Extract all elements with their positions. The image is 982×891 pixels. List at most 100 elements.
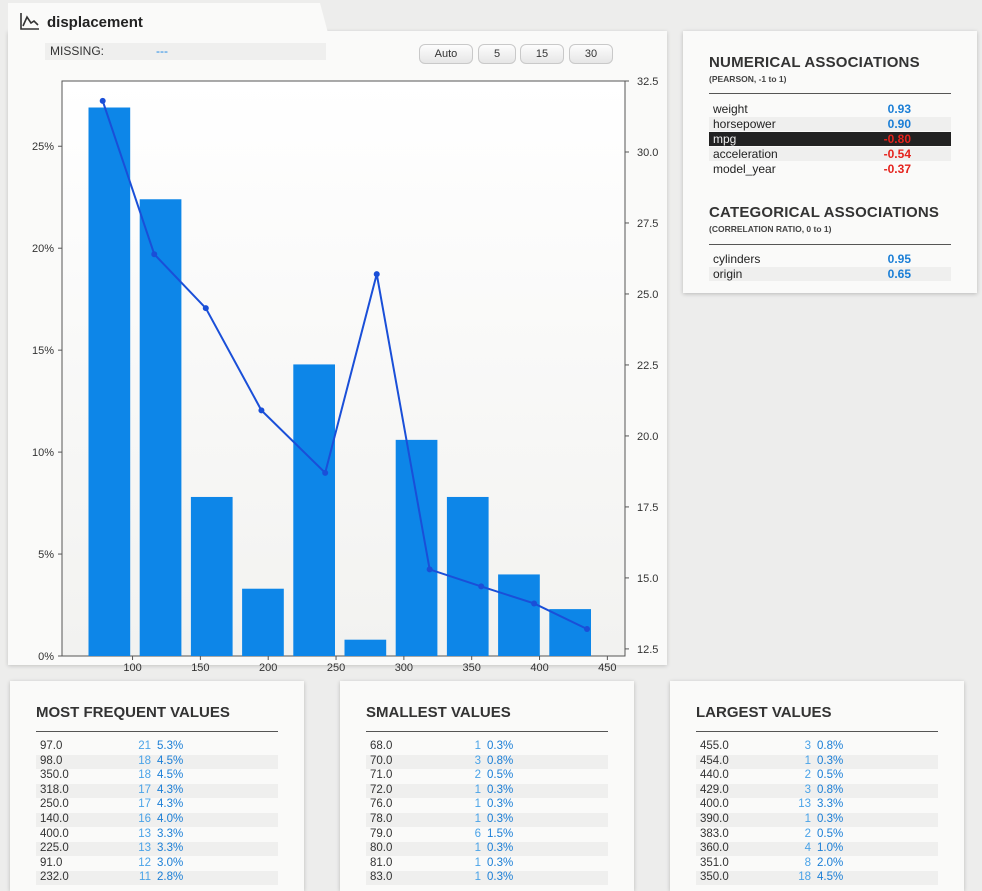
row-percent: 0.8% [817, 783, 844, 796]
row-value: 81.0 [370, 856, 393, 869]
histogram-bar-10[interactable] [549, 609, 591, 656]
row-percent: 0.3% [487, 798, 514, 811]
table-row: 440.0 2 0.5% [696, 769, 938, 783]
numerical-row-acceleration[interactable]: acceleration -0.54 [709, 147, 951, 161]
line-point-7[interactable] [426, 566, 433, 573]
association-value: 0.65 [887, 267, 911, 281]
line-point-2[interactable] [151, 251, 158, 258]
table-row: 351.0 8 2.0% [696, 857, 938, 871]
numerical-associations-subtitle: (PEARSON, -1 to 1) [709, 74, 787, 84]
numerical-associations-title: NUMERICAL ASSOCIATIONS [709, 54, 920, 71]
row-count: 21 [138, 740, 151, 752]
line-point-9[interactable] [531, 600, 538, 607]
histogram-chart: 100 150 200 250 300 350 400 450 0% 5% 10% 15% 20% 25%… [32, 76, 658, 674]
categorical-row-cylinders[interactable]: cylinders 0.95 [709, 252, 951, 266]
row-percent: 0.3% [817, 813, 844, 825]
y-left-tick-label: 5% [38, 549, 54, 561]
row-percent: 3.3% [157, 842, 184, 855]
association-value: 0.95 [887, 252, 911, 266]
histogram-bar-6[interactable] [344, 639, 387, 656]
numerical-row-model_year[interactable]: model_year -0.37 [709, 162, 951, 176]
row-count: 17 [138, 783, 151, 796]
histogram-bar-4[interactable] [242, 588, 284, 656]
table-row: 400.0 13 3.3% [696, 798, 938, 812]
histogram-bar-5[interactable] [293, 364, 335, 656]
row-value: 350.0 [700, 871, 729, 884]
table-row: 225.0 13 3.3% [36, 842, 278, 857]
table-row: 140.0 16 4.0% [36, 813, 278, 827]
row-percent: 1.0% [817, 842, 844, 855]
association-value: -0.37 [883, 162, 911, 176]
missing-label: MISSING: [50, 44, 105, 58]
categorical-row-origin[interactable]: origin 0.65 [709, 267, 951, 281]
numerical-row-horsepower[interactable]: horsepower 0.90 [709, 117, 951, 131]
bins-30-button[interactable]: 30 [569, 44, 613, 64]
row-count: 12 [138, 856, 151, 869]
row-percent: 2.8% [157, 871, 184, 884]
bins-15-button[interactable]: 15 [520, 44, 564, 64]
row-percent: 0.3% [487, 783, 514, 796]
row-value: 400.0 [40, 827, 69, 840]
line-point-1[interactable] [99, 97, 106, 104]
x-tick-label: 200 [259, 662, 277, 674]
histogram-bar-7[interactable] [395, 439, 438, 656]
row-count: 3 [804, 740, 811, 752]
line-point-8[interactable] [478, 583, 485, 590]
line-point-10[interactable] [584, 626, 591, 633]
smallest-values-panel: SMALLEST VALUES 68.0 1 0.3% 70.0 3 0.8% 71.0 2 0… [340, 681, 634, 891]
line-point-4[interactable] [258, 407, 265, 414]
table-row: 360.0 4 1.0% [696, 842, 938, 857]
numerical-row-mpg[interactable]: mpg -0.80 [709, 132, 951, 146]
row-percent: 4.5% [817, 871, 844, 884]
line-point-5[interactable] [322, 469, 329, 476]
divider [366, 731, 608, 732]
histogram-bar-9[interactable] [498, 574, 540, 656]
row-percent: 0.3% [487, 740, 514, 752]
row-value: 390.0 [700, 813, 729, 825]
row-count: 8 [804, 856, 811, 869]
associations-panel: NUMERICAL ASSOCIATIONS (PEARSON, -1 to 1… [683, 31, 977, 293]
line-point-6[interactable] [373, 271, 380, 278]
histogram-bar-1[interactable] [88, 107, 131, 657]
largest-values-title: LARGEST VALUES [696, 704, 832, 721]
row-value: 71.0 [370, 769, 393, 782]
y-left-tick-label: 15% [32, 345, 54, 357]
association-value: 0.93 [887, 102, 911, 116]
row-count: 2 [804, 769, 811, 782]
association-name: cylinders [713, 252, 761, 266]
table-row: 429.0 3 0.8% [696, 783, 938, 798]
row-value: 350.0 [40, 769, 69, 782]
row-percent: 0.3% [817, 754, 844, 767]
table-row: 79.0 6 1.5% [366, 828, 608, 842]
row-value: 225.0 [40, 842, 69, 855]
association-value: 0.90 [887, 117, 911, 131]
histogram-bar-2[interactable] [139, 199, 182, 657]
row-value: 383.0 [700, 827, 729, 840]
bins-5-button[interactable]: 5 [478, 44, 516, 64]
row-value: 454.0 [700, 754, 729, 767]
bins-auto-button[interactable]: Auto [419, 44, 473, 64]
row-count: 13 [138, 842, 151, 855]
table-row: 78.0 1 0.3% [366, 813, 608, 827]
x-tick-label: 450 [598, 662, 616, 674]
table-row: 98.0 18 4.5% [36, 754, 278, 769]
histogram-bar-3[interactable] [190, 496, 233, 656]
table-row: 390.0 1 0.3% [696, 813, 938, 827]
row-value: 70.0 [370, 754, 393, 767]
x-tick-label: 300 [395, 662, 413, 674]
y-right-tick-label: 17.5 [637, 502, 658, 514]
most-frequent-title: MOST FREQUENT VALUES [36, 704, 230, 721]
categorical-associations-subtitle: (CORRELATION RATIO, 0 to 1) [709, 224, 832, 234]
row-value: 351.0 [700, 856, 729, 869]
y-left-tick-label: 25% [32, 141, 54, 153]
row-value: 440.0 [700, 769, 729, 782]
line-point-3[interactable] [202, 305, 209, 312]
numerical-row-weight[interactable]: weight 0.93 [709, 102, 951, 116]
association-name: weight [713, 102, 748, 116]
row-percent: 0.3% [487, 856, 514, 869]
mean-line [101, 100, 588, 630]
table-row: 68.0 1 0.3% [366, 740, 608, 754]
y-right-tick-label: 15.0 [637, 573, 658, 585]
row-value: 78.0 [370, 813, 393, 825]
association-name: horsepower [713, 117, 776, 131]
